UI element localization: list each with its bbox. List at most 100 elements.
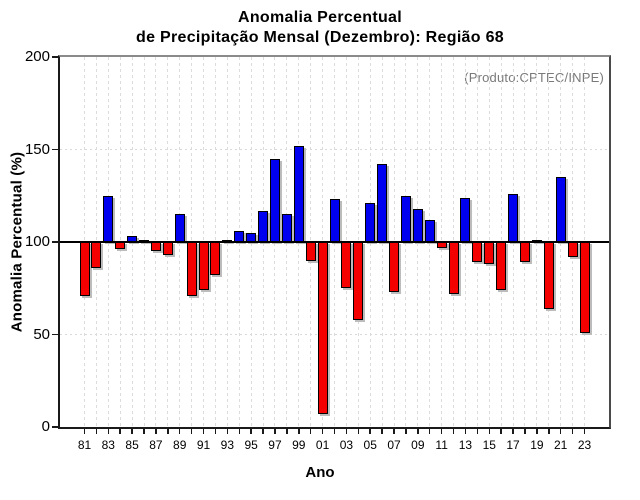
bar-18 [519, 242, 530, 263]
x-tick-label: 91 [196, 438, 211, 452]
chart-title-line1: Anomalia Percentual [238, 9, 402, 26]
x-axis-tick [131, 429, 133, 434]
x-axis-tick [488, 429, 490, 434]
bar-23 [579, 242, 590, 333]
y-axis-tick [52, 333, 58, 336]
x-axis-tick [214, 429, 217, 434]
x-axis-tick [476, 429, 479, 434]
x-axis-tick [500, 429, 502, 434]
x-axis-tick [536, 429, 538, 434]
bar-84 [115, 242, 126, 250]
bar-09 [412, 208, 423, 242]
bar-99 [293, 145, 304, 242]
bar-21 [555, 177, 566, 242]
x-axis-tick [262, 429, 264, 434]
bar-90 [186, 242, 197, 296]
bar-87 [150, 242, 161, 252]
x-axis-tick [571, 429, 574, 434]
x-tick-label: 07 [387, 438, 401, 452]
x-tick-label: 85 [125, 438, 139, 452]
x-axis-tick [345, 429, 348, 434]
x-axis-tick [512, 429, 514, 434]
x-axis-tick [440, 429, 443, 434]
x-axis-tick [190, 429, 193, 434]
x-tick-label: 09 [411, 438, 425, 452]
horizontal-gridline [60, 334, 609, 335]
x-axis-tick [405, 429, 407, 434]
bar-06 [377, 164, 388, 242]
bar-22 [567, 242, 578, 257]
bar-83 [103, 195, 114, 242]
x-axis-tick [298, 429, 300, 434]
bar-92 [210, 242, 221, 276]
x-tick-label: 11 [435, 438, 448, 452]
x-tick-label: 15 [482, 438, 496, 452]
x-axis-tick [393, 429, 395, 434]
y-axis-tick [52, 241, 58, 243]
x-axis-tick [250, 429, 252, 434]
bar-89 [174, 214, 185, 242]
x-tick-label: 89 [173, 438, 187, 452]
x-axis-tick [155, 429, 157, 434]
bar-03 [341, 242, 352, 289]
y-axis-tick [52, 56, 58, 58]
x-axis-tick [452, 429, 455, 434]
x-tick-label: 17 [506, 438, 520, 452]
x-axis-tick [369, 429, 371, 434]
x-tick-label: 97 [268, 438, 282, 452]
bar-07 [389, 242, 400, 292]
x-axis-tick [381, 429, 383, 434]
bar-14 [472, 242, 483, 263]
y-tick-label: 0 [41, 418, 50, 435]
x-axis-tick [119, 429, 121, 434]
bar-01 [317, 242, 328, 415]
chart-title-line2: de Precipitação Mensal (Dezembro): Regiã… [136, 29, 504, 46]
y-tick-label: 50 [33, 325, 50, 343]
bar-88 [162, 242, 173, 255]
x-tick-label: 95 [244, 438, 258, 452]
x-axis-tick [583, 429, 586, 434]
x-tick-label: 81 [77, 438, 92, 452]
x-tick-label: 23 [577, 438, 592, 452]
x-tick-label: 87 [149, 438, 163, 452]
x-axis-tick [274, 429, 276, 434]
x-tick-label: 93 [220, 438, 235, 452]
bar-20 [543, 242, 554, 309]
bar-96 [258, 210, 269, 242]
x-axis-tick [202, 429, 205, 434]
x-tick-label: 13 [458, 438, 473, 452]
bar-15 [484, 242, 495, 265]
x-axis-tick [95, 429, 98, 434]
bar-00 [305, 242, 316, 261]
bar-91 [198, 242, 209, 291]
x-axis-tick [107, 429, 110, 434]
plot-area: (Produto:CPTEC/INPE) [58, 55, 611, 429]
x-tick-label: 01 [315, 438, 330, 452]
y-tick-label: 150 [24, 140, 50, 158]
bar-04 [353, 242, 364, 320]
baseline-100 [60, 241, 609, 243]
x-axis-tick [428, 429, 431, 434]
bar-97 [269, 158, 280, 242]
x-axis-tick [178, 429, 181, 434]
x-tick-label: 03 [339, 438, 354, 452]
bar-16 [496, 242, 507, 291]
x-axis-tick [464, 429, 467, 434]
product-annotation: (Produto:CPTEC/INPE) [464, 70, 604, 85]
x-tick-label: 19 [530, 438, 544, 452]
x-tick-label: 83 [101, 438, 115, 452]
x-axis-tick [309, 429, 312, 434]
bar-10 [424, 219, 435, 242]
x-tick-label: 99 [292, 438, 306, 452]
bar-98 [281, 214, 292, 242]
x-axis-tick [143, 429, 145, 434]
x-axis-tick [524, 429, 526, 434]
x-axis-tick [548, 429, 550, 434]
x-axis-tick [417, 429, 419, 434]
bar-08 [400, 195, 411, 242]
bar-81 [79, 242, 90, 296]
bar-12 [448, 242, 459, 294]
x-tick-label: 21 [554, 438, 568, 452]
x-axis-tick [167, 429, 169, 434]
